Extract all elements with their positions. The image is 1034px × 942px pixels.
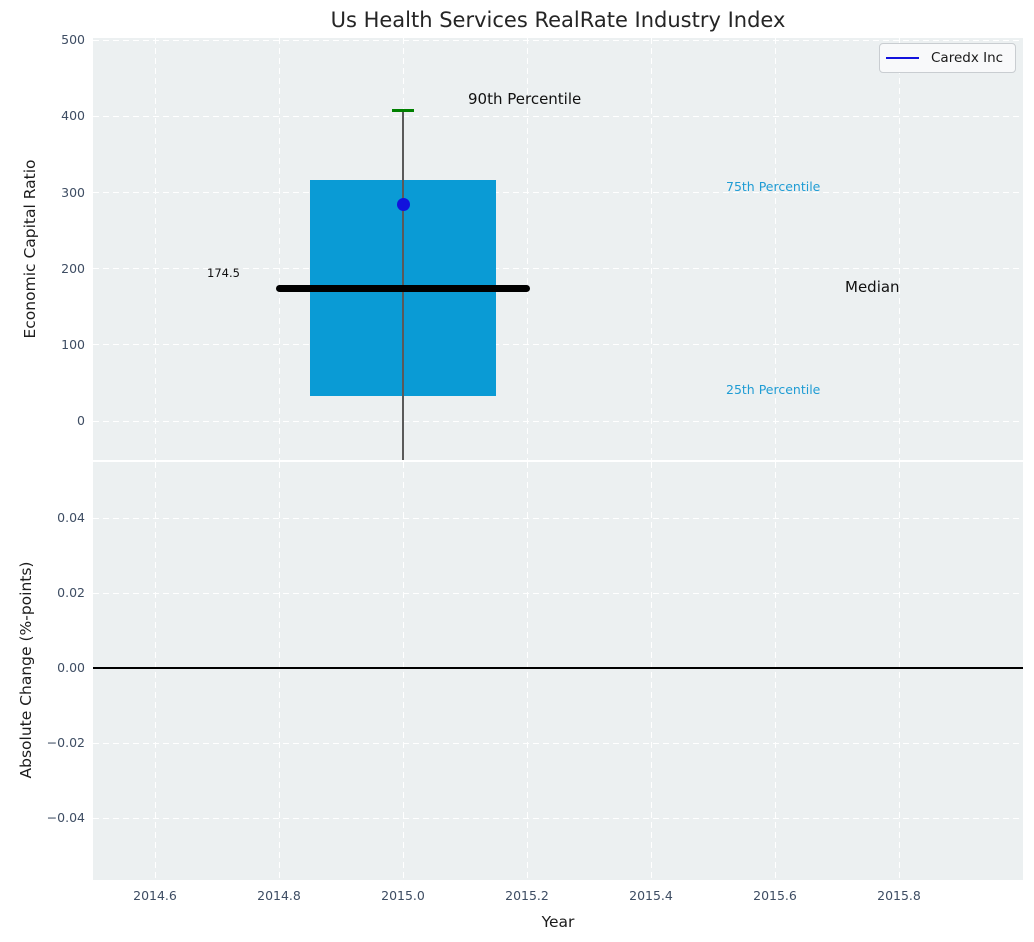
axes-absolute-change: [93, 462, 1023, 880]
tick-label: 400: [61, 108, 85, 124]
median-line: [275, 284, 531, 292]
x-axis-label: Year: [541, 913, 575, 931]
gridline: [278, 38, 280, 460]
tick-label: 2015.4: [629, 888, 673, 903]
legend-line-icon: [886, 56, 919, 60]
gridline: [93, 592, 1023, 594]
chart-title: Us Health Services RealRate Industry Ind…: [330, 8, 786, 32]
gridline: [774, 462, 776, 880]
gridline: [154, 38, 156, 460]
gridline: [93, 115, 1023, 117]
gridline: [93, 517, 1023, 519]
gridline: [898, 38, 900, 460]
y-axis-label-bottom: Absolute Change (%-points): [17, 561, 35, 779]
gridline: [93, 817, 1023, 819]
tick-label: 2014.6: [133, 888, 177, 903]
tick-label: −0.02: [46, 735, 85, 751]
annotation-90th-percentile: 90th Percentile: [468, 90, 582, 108]
gridline: [650, 462, 652, 880]
p90-cap: [392, 108, 414, 112]
tick-label: 0.00: [57, 660, 85, 676]
annotation-75th-percentile: 75th Percentile: [726, 179, 821, 194]
tick-label: 0: [77, 413, 85, 429]
tick-label: 100: [61, 336, 85, 352]
gridline: [93, 742, 1023, 744]
tick-label: 0.04: [57, 510, 85, 526]
company-marker: [396, 197, 410, 211]
zero-line: [93, 667, 1023, 670]
gridline: [93, 268, 1023, 270]
tick-label: 2015.8: [877, 888, 921, 903]
tick-label: 300: [61, 184, 85, 200]
gridline: [526, 462, 528, 880]
gridline: [93, 192, 1023, 194]
gridline: [93, 39, 1023, 41]
gridline: [402, 462, 404, 880]
gridline: [93, 344, 1023, 346]
annotation-median-value: 174.5: [207, 266, 240, 280]
tick-label: −0.04: [46, 810, 85, 826]
gridline: [898, 462, 900, 880]
tick-label: 2015.2: [505, 888, 549, 903]
gridline: [526, 38, 528, 460]
legend: Caredx Inc: [879, 43, 1017, 73]
legend-label: Caredx Inc: [931, 50, 1004, 66]
gridline: [650, 38, 652, 460]
axes-economic-capital-ratio: [93, 38, 1023, 460]
gridline: [278, 462, 280, 880]
gridline: [774, 38, 776, 460]
gridline: [93, 420, 1023, 422]
gridline: [154, 462, 156, 880]
annotation-25th-percentile: 25th Percentile: [726, 382, 821, 397]
tick-label: 2015.0: [381, 888, 425, 903]
tick-label: 0.02: [57, 585, 85, 601]
tick-label: 2014.8: [257, 888, 301, 903]
tick-label: 200: [61, 260, 85, 276]
tick-label: 500: [61, 32, 85, 48]
annotation-median: Median: [845, 278, 900, 296]
tick-label: 2015.6: [753, 888, 797, 903]
